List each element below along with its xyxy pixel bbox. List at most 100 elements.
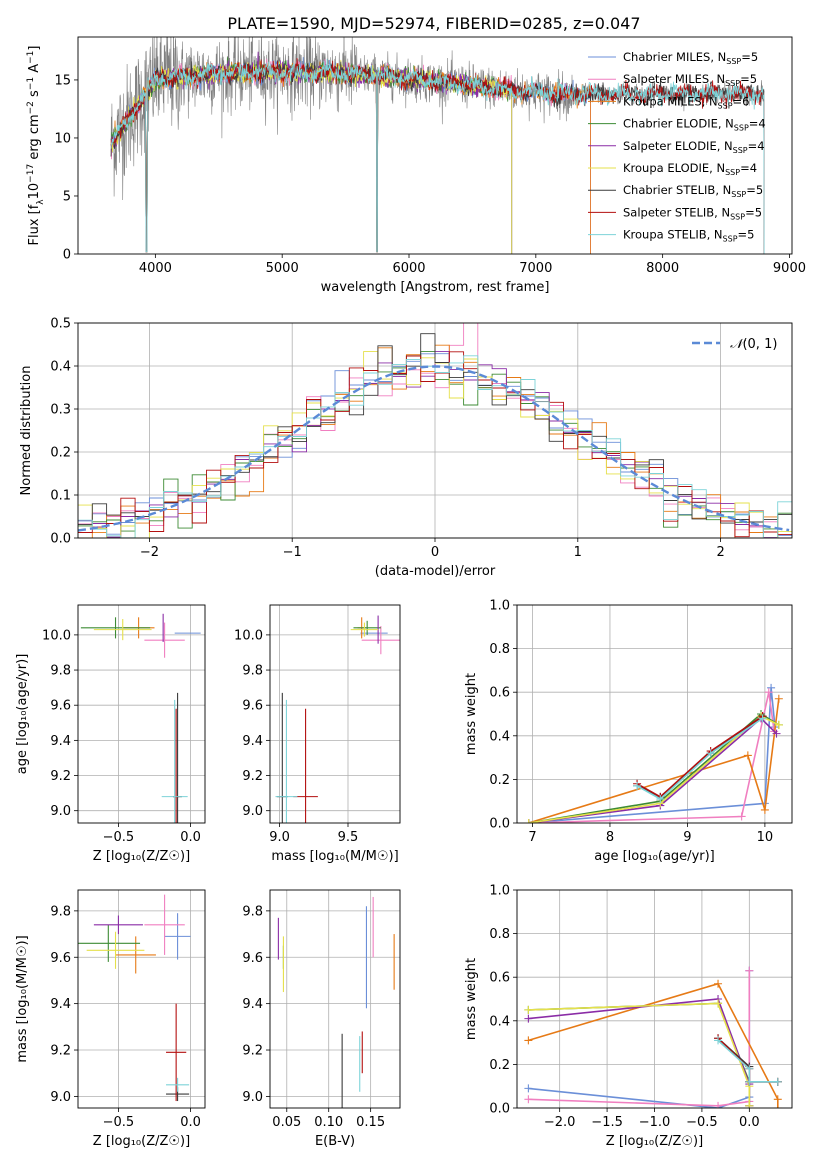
- weight-marker: [745, 966, 754, 975]
- data-point-0: [164, 913, 191, 960]
- legend-label: Salpeter ELODIE, NSSP=4: [623, 139, 765, 155]
- x-axis-label: (data-model)/error: [375, 564, 496, 579]
- x-tick-label: −2.0: [544, 1115, 576, 1130]
- weight-marker: [714, 1036, 723, 1045]
- x-tick-label: 5000: [266, 261, 299, 276]
- weight-marker: [714, 999, 723, 1008]
- plot-area-weight_vs_age: [524, 683, 783, 823]
- data-point-8: [161, 699, 188, 823]
- plot-area-mass_vs_EBV: [277, 896, 395, 1108]
- histogram-4: [78, 351, 792, 538]
- weight-marker: [706, 749, 715, 758]
- data-point-5: [93, 619, 152, 641]
- y-tick-label: 9.8: [50, 664, 71, 679]
- y-tick-label: 10.0: [42, 628, 71, 643]
- weight-line-4: [528, 717, 778, 823]
- legend: Chabrier MILES, NSSP=5 Salpeter MILES, NS…: [588, 50, 766, 244]
- weight-line-2: [528, 698, 780, 823]
- panel-weight_vs_age: 7 8 9 10 0.0 0.2 0.4 0.6 0.8 1.0 age [log₁₀(age/yr…: [464, 599, 793, 864]
- weight-line-4: [528, 998, 751, 1106]
- y-axis-label: Flux [fλ10−17 erg cm−2 s−1 A−1]: [26, 46, 46, 246]
- y-tick-label: 5: [63, 189, 71, 204]
- x-axis-label: Z [log₁₀(Z/Z☉)]: [93, 1134, 190, 1149]
- data-point-3: [78, 924, 141, 962]
- panel-residuals: −2 −1 0 1 2 0.0 0.1 0.2 0.3 0.4 0.5 (data-model)/er…: [19, 317, 793, 579]
- y-tick-label: 9.6: [242, 951, 263, 966]
- model-spectrum-8: [110, 58, 765, 254]
- data-point-5: [350, 622, 379, 637]
- x-tick-label: 7000: [519, 261, 552, 276]
- y-tick-label: 0.2: [489, 773, 510, 788]
- x-axis-label: Z [log₁₀(Z/Z☉)]: [93, 849, 190, 864]
- x-tick-label: 0: [431, 545, 439, 560]
- weight-marker: [758, 714, 767, 723]
- x-axis-label: wavelength [Angstrom, rest frame]: [321, 280, 550, 295]
- x-tick-label: −0.5: [103, 1115, 135, 1130]
- y-tick-label: 9.0: [50, 804, 71, 819]
- y-tick-label: 10.0: [234, 628, 263, 643]
- y-tick-label: 0: [63, 248, 71, 263]
- weight-marker: [524, 1084, 533, 1093]
- weight-marker: [745, 1101, 754, 1108]
- y-tick-label: 0.2: [489, 1058, 510, 1073]
- x-tick-label: 4000: [139, 261, 172, 276]
- y-tick-label: 0.4: [489, 1014, 510, 1029]
- x-tick-label: 0.10: [314, 1115, 343, 1130]
- x-tick-label: −1.0: [639, 1115, 671, 1130]
- axes-frame: [77, 889, 206, 1109]
- plot-area-weight_vs_Z: [524, 966, 782, 1108]
- x-axis-label: age [log₁₀(age/yr)]: [594, 849, 715, 864]
- y-tick-label: 9.4: [50, 734, 71, 749]
- plot-area-mass_vs_Z: [78, 894, 191, 1102]
- axes-frame: [77, 36, 793, 255]
- axes-frame: [77, 322, 793, 539]
- data-point-4: [93, 915, 143, 935]
- x-tick-label: 8: [606, 830, 614, 845]
- weight-marker: [524, 819, 533, 823]
- weight-marker: [774, 694, 783, 703]
- x-tick-label: −2: [140, 545, 159, 560]
- weight-line-6: [717, 1037, 778, 1083]
- weight-marker: [774, 720, 783, 729]
- weight-marker: [524, 1095, 533, 1104]
- weight-marker: [524, 1014, 533, 1023]
- weight-marker: [773, 1095, 782, 1104]
- axes-frame: [516, 889, 793, 1109]
- data-point-1: [144, 622, 185, 658]
- y-tick-label: 9.8: [50, 904, 71, 919]
- weight-marker: [772, 729, 781, 738]
- weight-marker: [773, 1104, 782, 1108]
- weight-marker: [743, 751, 752, 760]
- legend-label: Kroupa STELIB, NSSP=5: [623, 228, 754, 244]
- y-tick-label: 10: [54, 131, 71, 146]
- data-point-2: [115, 936, 156, 974]
- y-tick-label: 9.6: [50, 951, 71, 966]
- y-axis-label: mass weight: [464, 958, 479, 1040]
- legend-label: Salpeter STELIB, NSSP=5: [623, 205, 762, 221]
- y-axis-label: mass weight: [464, 673, 479, 755]
- y-tick-label: 9.6: [242, 699, 263, 714]
- plot-area-spectrum: [110, 37, 765, 254]
- data-point-5: [86, 931, 145, 969]
- legend-label: Chabrier STELIB, NSSP=5: [623, 183, 763, 199]
- weight-line-3: [528, 1002, 751, 1106]
- y-tick-label: 0.3: [50, 403, 71, 418]
- plot-area-residuals: [78, 323, 792, 538]
- plot-area-age_vs_Z: [80, 613, 201, 823]
- y-tick-label: 0.0: [489, 817, 510, 832]
- y-tick-label: 1.0: [489, 884, 510, 899]
- weight-line-1: [528, 692, 775, 823]
- y-tick-label: 9.0: [242, 1090, 263, 1105]
- data-point-8: [166, 1077, 190, 1092]
- legend-label: Chabrier ELODIE, NSSP=4: [623, 117, 766, 133]
- legend-label: Salpeter MILES, NSSP=5: [623, 72, 757, 88]
- weight-line-2: [528, 982, 779, 1108]
- figure-title: PLATE=1590, MJD=52974, FIBERID=0285, z=0…: [227, 14, 640, 33]
- panel-weight_vs_Z: −2.0 −1.5 −1.0 −0.5 0.0 0.0 0.2 0.4 0.6 0.8 1.0 Z […: [464, 884, 793, 1149]
- y-tick-label: 0.6: [489, 686, 510, 701]
- y-tick-label: 9.4: [242, 734, 263, 749]
- weight-line-5: [528, 1002, 751, 1106]
- x-tick-label: 10: [757, 830, 774, 845]
- weight-marker: [714, 979, 723, 988]
